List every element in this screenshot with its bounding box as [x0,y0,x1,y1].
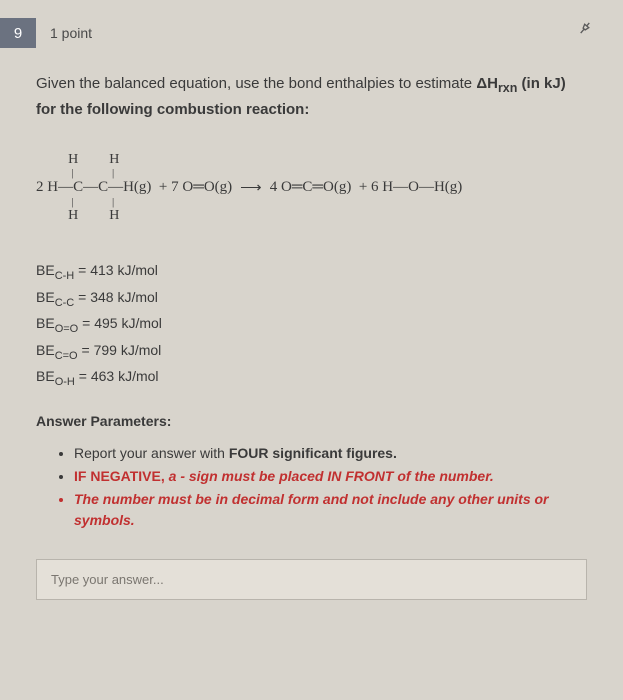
question-number-badge: 9 [0,18,36,48]
chemical-equation: H H | | 2 H—C—C—H(g) | | H H + 7 O═O(g) … [36,152,587,223]
answer-input-container[interactable] [36,559,587,600]
pin-icon[interactable] [577,20,593,41]
answer-params-heading: Answer Parameters: [36,413,587,429]
prompt-intro: Given the balanced equation, use the bon… [36,75,476,92]
delta-h: ΔH [476,75,498,92]
bond-oo: BEO=O = 495 kJ/mol [36,312,587,338]
param-item-3: The number must be in decimal form and n… [74,489,587,531]
points-label: 1 point [50,25,92,41]
bond-ch: BEC-H = 413 kJ/mol [36,259,587,285]
param-item-1: Report your answer with FOUR significant… [74,443,587,464]
bond-co: BEC=O = 799 kJ/mol [36,339,587,365]
bond-oh: BEO-H = 463 kJ/mol [36,365,587,391]
bond-enthalpy-list: BEC-H = 413 kJ/mol BEC-C = 348 kJ/mol BE… [36,259,587,391]
answer-params-list: Report your answer with FOUR significant… [36,443,587,531]
delta-h-sub: rxn [498,81,517,95]
answer-input[interactable] [51,572,572,587]
param-item-2: IF NEGATIVE, a - sign must be placed IN … [74,466,587,487]
bond-cc: BEC-C = 348 kJ/mol [36,286,587,312]
question-prompt: Given the balanced equation, use the bon… [36,72,587,122]
